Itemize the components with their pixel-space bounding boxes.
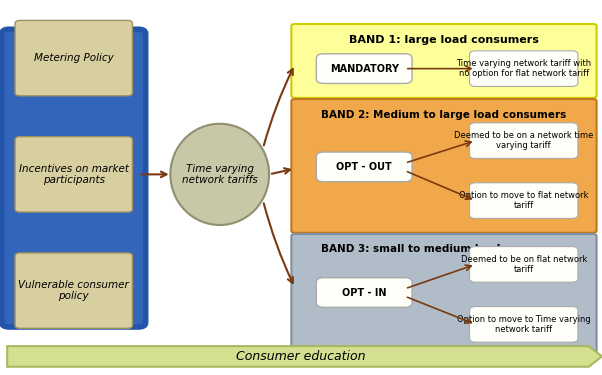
FancyBboxPatch shape <box>15 253 132 328</box>
FancyBboxPatch shape <box>317 152 412 182</box>
FancyBboxPatch shape <box>2 29 146 327</box>
Text: Option to move to Time varying
network tariff: Option to move to Time varying network t… <box>457 315 591 334</box>
Text: Metering Policy: Metering Policy <box>34 53 114 63</box>
Text: Deemed to be on flat network
tariff: Deemed to be on flat network tariff <box>461 255 587 274</box>
FancyBboxPatch shape <box>291 234 597 353</box>
Text: Time varying network tariff with
no option for flat network tariff: Time varying network tariff with no opti… <box>456 59 591 78</box>
Text: Time varying
network tariffs: Time varying network tariffs <box>182 164 258 185</box>
Text: OPT - OUT: OPT - OUT <box>337 162 392 172</box>
FancyBboxPatch shape <box>291 99 597 233</box>
Polygon shape <box>7 346 602 367</box>
FancyBboxPatch shape <box>470 183 578 218</box>
FancyBboxPatch shape <box>470 307 578 342</box>
FancyBboxPatch shape <box>317 278 412 308</box>
FancyBboxPatch shape <box>317 54 412 84</box>
FancyBboxPatch shape <box>470 51 578 87</box>
FancyBboxPatch shape <box>15 137 132 212</box>
Text: BAND 2: Medium to large load consumers: BAND 2: Medium to large load consumers <box>321 110 566 120</box>
Text: Deemed to be on a network time
varying tariff: Deemed to be on a network time varying t… <box>454 131 594 150</box>
Text: Consumer education: Consumer education <box>236 350 366 363</box>
Text: BAND 3: small to medium load consumers: BAND 3: small to medium load consumers <box>321 244 567 255</box>
Text: Option to move to flat network
tariff: Option to move to flat network tariff <box>459 191 589 210</box>
FancyBboxPatch shape <box>15 20 132 96</box>
Ellipse shape <box>170 124 269 225</box>
Text: Vulnerable consumer
policy: Vulnerable consumer policy <box>19 280 129 302</box>
Text: BAND 1: large load consumers: BAND 1: large load consumers <box>349 34 539 45</box>
FancyBboxPatch shape <box>470 123 578 158</box>
FancyBboxPatch shape <box>470 247 578 282</box>
Text: Incentives on market
participants: Incentives on market participants <box>19 164 129 185</box>
FancyBboxPatch shape <box>291 24 597 98</box>
Text: OPT - IN: OPT - IN <box>342 288 386 297</box>
Text: MANDATORY: MANDATORY <box>330 64 399 74</box>
